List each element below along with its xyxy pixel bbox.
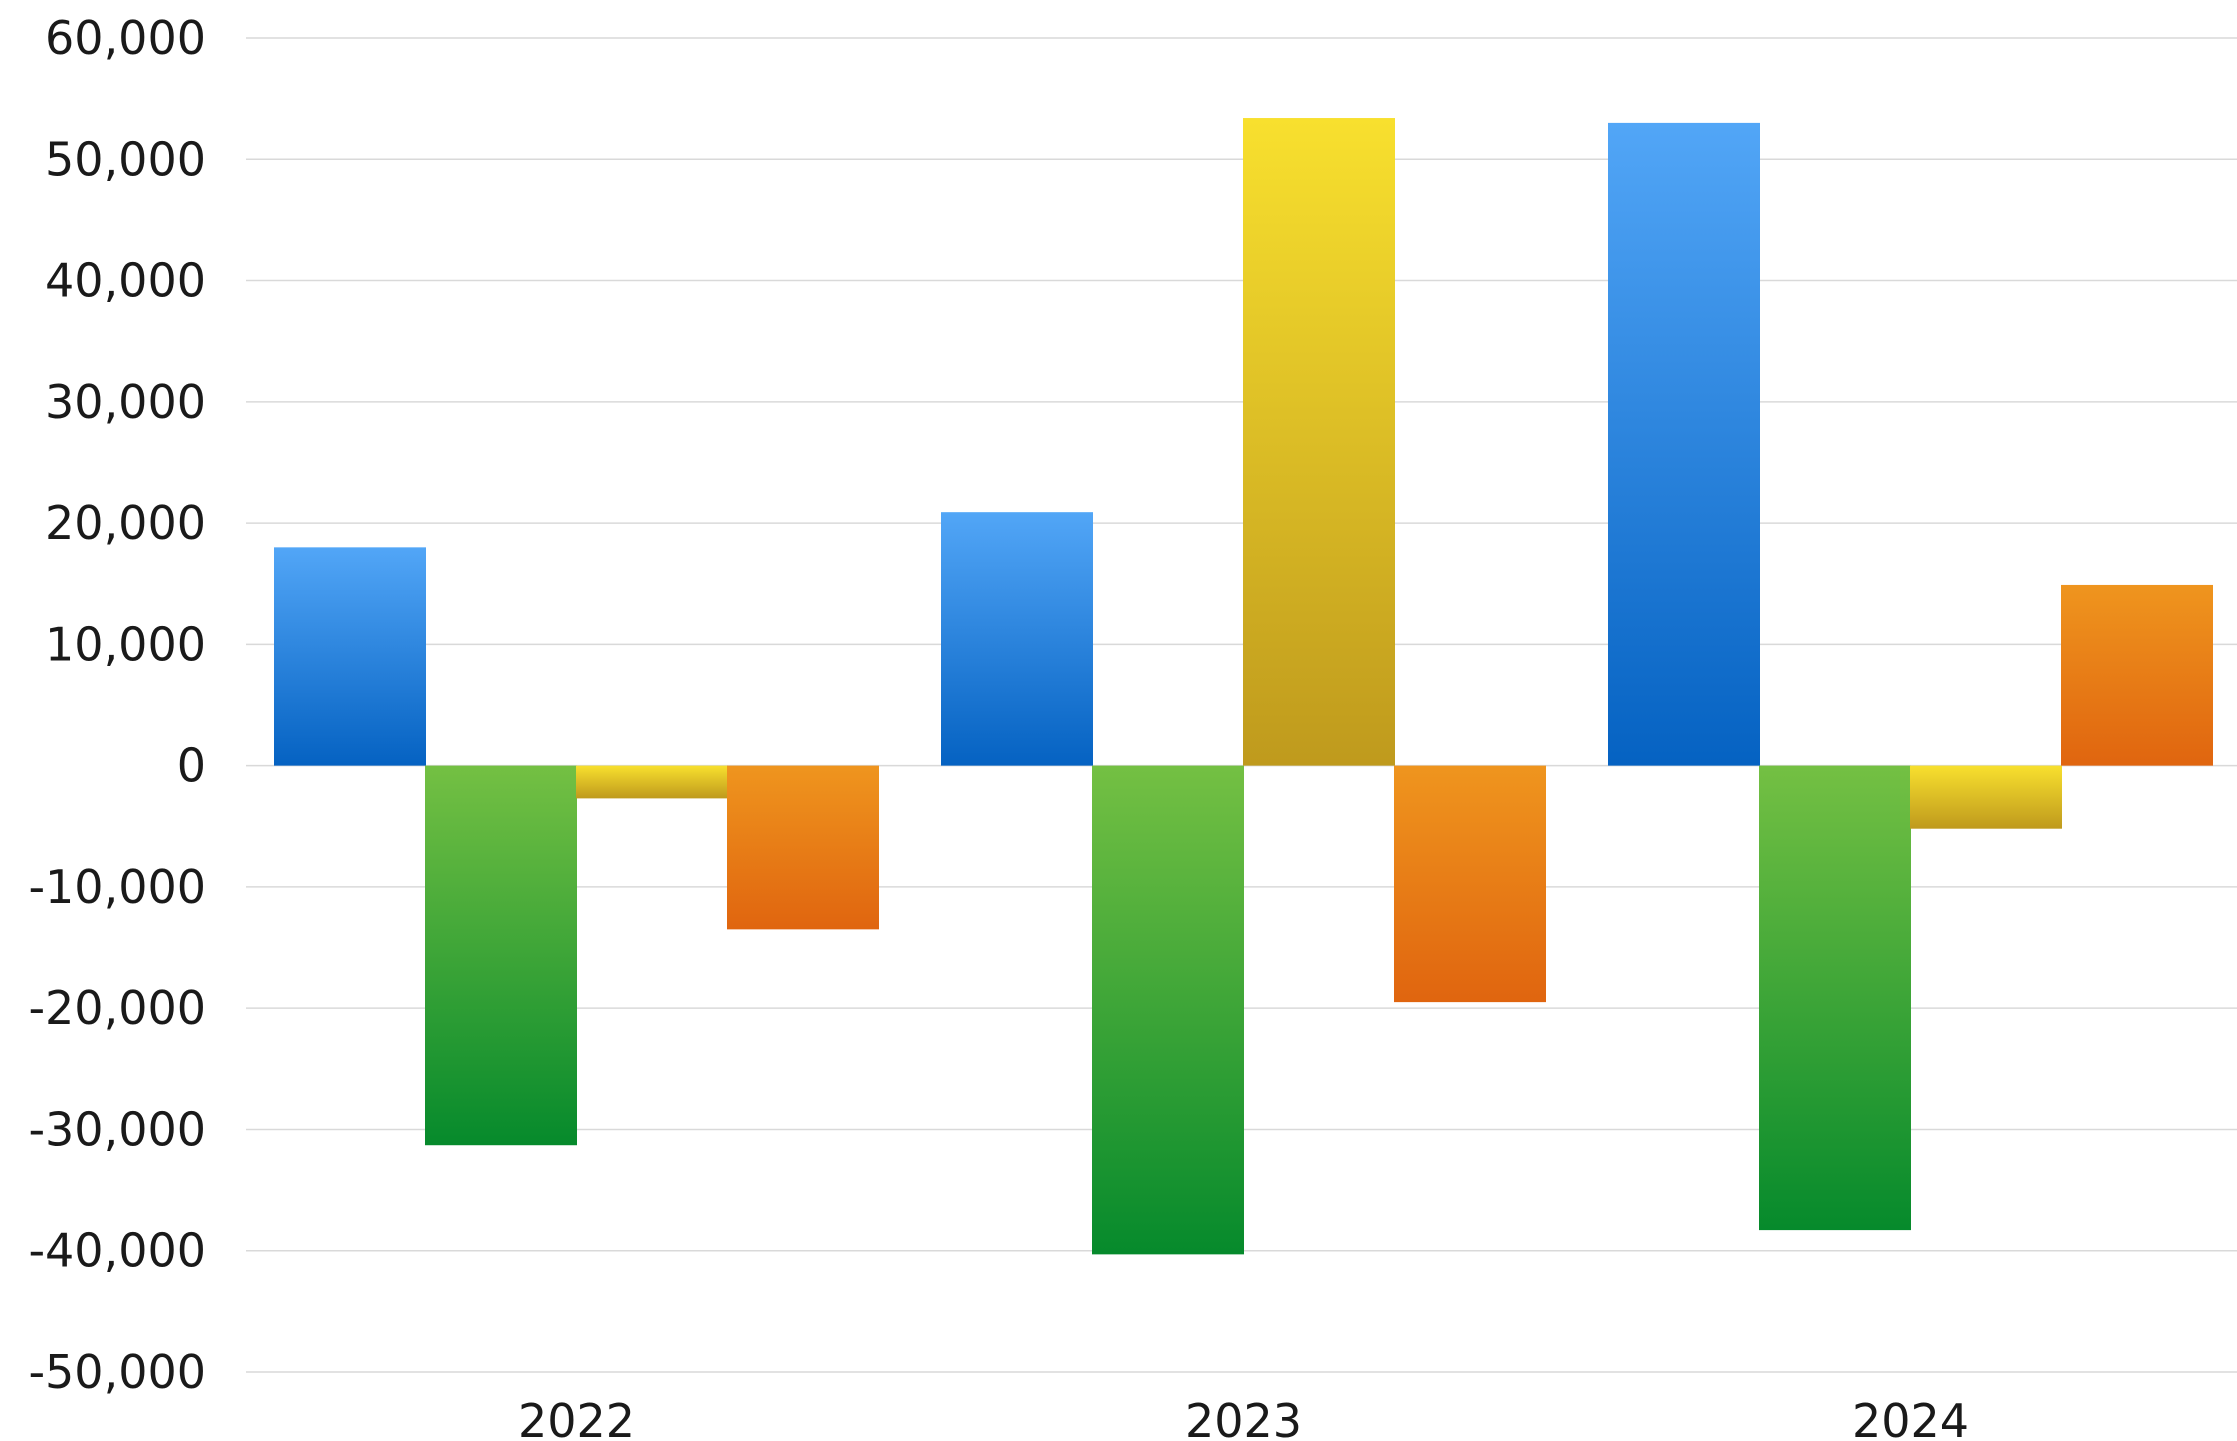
- y-tick-label: 60,000: [45, 11, 206, 65]
- y-tick-label: 10,000: [45, 617, 206, 671]
- y-tick-label: -50,000: [28, 1345, 206, 1399]
- x-axis-tick-labels: 2022 2023 2024: [518, 1394, 1969, 1441]
- y-tick-label: 20,000: [45, 496, 206, 550]
- bar-2023-series-3: [1243, 118, 1395, 766]
- y-tick-label: 50,000: [45, 132, 206, 186]
- bars: [274, 118, 2213, 1254]
- bar-2023-series-4: [1394, 766, 1546, 1002]
- x-tick-label: 2024: [1852, 1394, 1969, 1441]
- y-tick-label: -20,000: [28, 981, 206, 1035]
- y-tick-label: 30,000: [45, 375, 206, 429]
- y-tick-label: -30,000: [28, 1102, 206, 1156]
- bar-2024-series-4: [2061, 585, 2213, 766]
- y-tick-label: -10,000: [28, 860, 206, 914]
- bar-2023-series-1: [941, 512, 1093, 765]
- bar-2022-series-1: [274, 547, 426, 765]
- bar-2024-series-2: [1759, 766, 1911, 1230]
- bar-2022-series-2: [425, 766, 577, 1146]
- y-axis-tick-labels: 60,000 50,000 40,000 30,000 20,000 10,000 0 -10…: [28, 11, 206, 1399]
- x-tick-label: 2022: [518, 1394, 635, 1441]
- y-tick-label: 40,000: [45, 254, 206, 308]
- y-tick-label: 0: [177, 739, 206, 793]
- bar-2023-series-2: [1092, 766, 1244, 1255]
- bar-2024-series-1: [1608, 123, 1760, 766]
- x-tick-label: 2023: [1185, 1394, 1302, 1441]
- y-tick-label: -40,000: [28, 1224, 206, 1278]
- bar-2024-series-3: [1910, 766, 2062, 829]
- bar-2022-series-4: [727, 766, 879, 930]
- bar-2022-series-3: [576, 766, 728, 799]
